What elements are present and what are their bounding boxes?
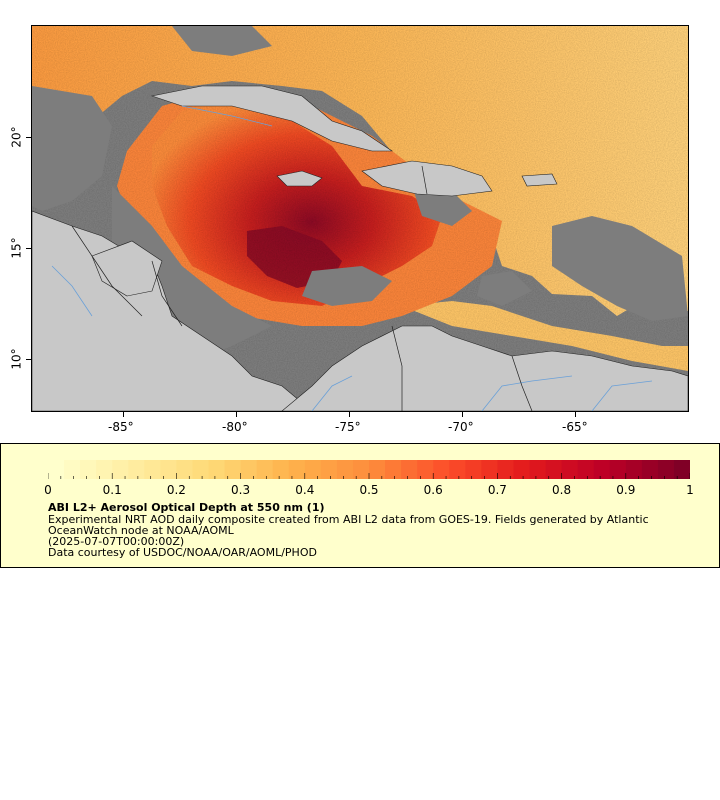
aod-map [31,25,689,412]
legend-panel: 0 0.1 0.2 0.3 0.4 0.5 0.6 0.7 0.8 0.9 1 ABI L2+ Ae… [0,443,720,568]
colorbar-segment [641,460,659,479]
lon-label-65: -65° [562,420,588,434]
colorbar-segment [144,460,161,479]
lat-tick-10 [26,359,31,360]
lat-tick-15 [26,248,31,249]
colorbar-label: 0.7 [487,483,507,497]
lon-tick-85 [123,412,124,417]
colorbar-segment [240,460,258,479]
colorbar-segment [385,460,402,479]
colorbar-segment [48,460,65,479]
lat-label-10: 10° [9,348,24,370]
lon-tick-80 [236,412,237,417]
colorbar-segment [401,460,418,479]
cuba [150,85,393,152]
hispaniola [361,160,493,197]
colorbar-segment [449,460,466,479]
legend-credit: Data courtesy of USDOC/NOAA/OAR/AOML/PHO… [48,546,317,559]
colorbar-segment [288,460,306,479]
colorbar-segment [417,460,434,479]
colorbar-segment [128,460,145,479]
colorbar-segment [64,460,81,479]
jamaica [276,170,323,187]
colorbar-segment [529,460,547,479]
colorbar-segment [593,460,611,479]
colorbar-segment [513,460,531,479]
colorbar-segment [256,460,274,479]
colorbar-segment [112,460,129,479]
south-america [281,325,688,411]
colorbar-segment [96,460,113,479]
colorbar-label: 0.5 [359,483,379,497]
lon-tick-70 [462,412,463,417]
colorbar-segment [481,460,498,479]
colorbar-segment [369,460,386,479]
colorbar-segment [208,460,226,479]
colorbar-label: 0.6 [423,483,443,497]
lon-label-75: -75° [335,420,361,434]
lon-tick-65 [575,412,576,417]
lon-label-85: -85° [108,420,134,434]
colorbar-segment [176,460,194,479]
lat-label-20: 20° [9,126,24,148]
colorbar-segment [304,460,322,479]
colorbar [48,460,690,479]
colorbar-segment [352,460,370,479]
colorbar-segment [561,460,579,479]
legend-description-line1: Experimental NRT AOD daily composite cre… [48,513,649,526]
legend-description-line2: OceanWatch node at NOAA/AOML [48,524,234,537]
colorbar-segment [673,460,690,479]
colorbar-segment [160,460,177,479]
colorbar-label: 0.1 [102,483,122,497]
colorbar-label: 0.9 [616,483,636,497]
colorbar-segment [433,460,450,479]
colorbar-segment [497,460,515,479]
colorbar-label: 0.3 [231,483,251,497]
colorbar-segment [272,460,290,479]
rivers [51,105,653,411]
colorbar-segment [577,460,595,479]
puerto-rico [521,173,558,187]
colorbar-segment [465,460,482,479]
map-canvas [32,26,688,411]
lon-label-80: -80° [222,420,248,434]
colorbar-segment [320,460,338,479]
colorbar-label: 0.8 [552,483,572,497]
lon-label-70: -70° [448,420,474,434]
country-borders [71,165,533,411]
lon-tick-75 [349,412,350,417]
colorbar-segment [657,460,675,479]
colorbar-label: 0.2 [166,483,186,497]
colorbar-label: 0.4 [295,483,315,497]
colorbar-segment [336,460,354,479]
legend-date: (2025-07-07T00:00:00Z) [48,535,185,548]
colorbar-segment [545,460,563,479]
colorbar-segment [625,460,643,479]
colorbar-segment [224,460,242,479]
colorbar-label: 0 [44,483,52,497]
colorbar-segment [192,460,210,479]
colorbar-segment [80,460,97,479]
lat-label-15: 15° [9,237,24,259]
legend-title: ABI L2+ Aerosol Optical Depth at 550 nm … [48,501,325,514]
lat-tick-20 [26,137,31,138]
colorbar-segment [609,460,627,479]
colorbar-label: 1 [686,483,694,497]
